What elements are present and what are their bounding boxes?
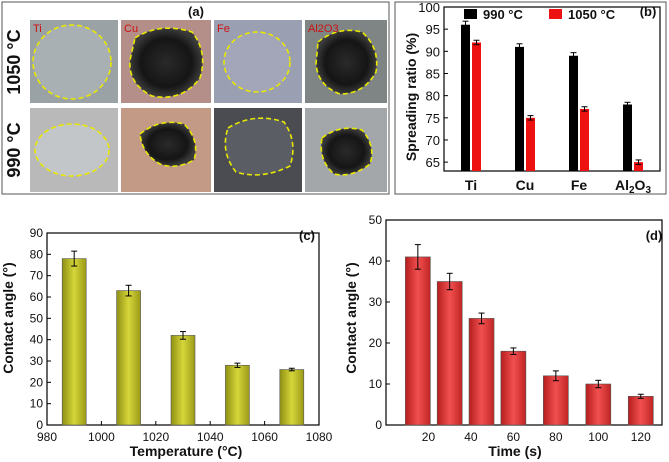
panel-b-ytick-label: 75 bbox=[426, 111, 440, 126]
panel-b-ytick-label: 100 bbox=[418, 0, 440, 15]
panel-b-frame bbox=[394, 1, 667, 195]
panel-c-ytick-label: 40 bbox=[30, 333, 44, 347]
panel-a-frame bbox=[1, 1, 390, 195]
panel-c-xlabel: Temperature (°C) bbox=[130, 443, 243, 459]
panel-c-label: (c) bbox=[299, 228, 315, 243]
panel-a-label: (a) bbox=[188, 4, 204, 19]
panel-c-bar-1050 bbox=[225, 364, 250, 426]
bar-1050-cu bbox=[526, 117, 535, 171]
panel-c-ytick-label: 20 bbox=[30, 375, 44, 389]
col-label-fe: Fe bbox=[217, 23, 230, 35]
panel-c-ytick-label: 70 bbox=[30, 269, 44, 283]
panel-b-ytick-label: 70 bbox=[426, 133, 440, 148]
droplet-outline-al2o3-1050 bbox=[315, 29, 378, 95]
panel-c-bar-1030 bbox=[170, 335, 196, 426]
col-label-al2o3: Al2O3 bbox=[308, 23, 339, 35]
bar-990-fe bbox=[569, 55, 578, 171]
row-label-990: 990 °C bbox=[4, 122, 24, 177]
droplet-outline-ti-1050 bbox=[32, 24, 112, 100]
panel-b: (b) Spreading ratio (%) 65 70 75 80 85 90 95 10… bbox=[394, 0, 667, 196]
panel-c: (c) Contact angle (°) Temperature (°C) 0… bbox=[0, 226, 333, 459]
panel-d-xtick-label: 40 bbox=[464, 430, 478, 444]
panel-c-ytick-label: 90 bbox=[30, 226, 44, 240]
col-label-ti: Ti bbox=[33, 23, 42, 35]
panel-d-ytick-label: 10 bbox=[369, 377, 383, 391]
panel-d-bar-15 bbox=[405, 256, 431, 426]
panel-d-ytick-label: 40 bbox=[369, 254, 383, 268]
panel-b-ytick-label: 90 bbox=[426, 44, 440, 59]
panel-b-ylabel: Spreading ratio (%) bbox=[403, 33, 419, 161]
panel-b-ytick-label: 65 bbox=[426, 155, 440, 170]
bar-1050-fe bbox=[580, 108, 589, 171]
panel-c-xtick-label: 980 bbox=[37, 430, 57, 444]
panel-c-xtick-label: 1040 bbox=[197, 430, 224, 444]
bar-990-ti bbox=[461, 24, 470, 171]
panel-b-ytick-label: 80 bbox=[426, 89, 440, 104]
panel-b-xtick-label: Al2O3 bbox=[615, 177, 651, 196]
panel-a: (a) 1050 °C 990 °C Ti Cu Fe Al2O3 bbox=[1, 1, 390, 195]
panel-d-ytick-label: 20 bbox=[369, 336, 383, 350]
bar-990-al2o3 bbox=[623, 104, 632, 171]
panel-d-bar-45 bbox=[468, 318, 495, 426]
panel-c-bar-1070 bbox=[279, 369, 305, 426]
panel-d-xtick-label: 80 bbox=[549, 430, 563, 444]
legend-swatch-1050 bbox=[549, 9, 562, 19]
panel-c-ytick-label: 30 bbox=[30, 354, 44, 368]
panel-d-xtick-label: 60 bbox=[507, 430, 521, 444]
panel-d-ytick-label: 0 bbox=[375, 418, 382, 432]
bar-1050-ti bbox=[472, 42, 481, 172]
panel-d-bar-100 bbox=[585, 383, 612, 426]
panel-d-ytick-label: 30 bbox=[369, 295, 383, 309]
panel-c-xtick-label: 1020 bbox=[142, 430, 169, 444]
droplet-outline-al2o3-990 bbox=[320, 127, 373, 176]
panel-c-bar-1010 bbox=[116, 290, 141, 426]
panel-b-xtick-label: Ti bbox=[465, 177, 477, 193]
panel-c-ytick-label: 60 bbox=[30, 290, 44, 304]
panel-d-label: (d) bbox=[646, 228, 663, 243]
panel-c-xtick-label: 1080 bbox=[306, 430, 333, 444]
panel-c-bar-990 bbox=[61, 258, 87, 426]
droplet-outline-fe-1050 bbox=[223, 31, 291, 93]
panel-d-ylabel: Contact angle (°) bbox=[343, 262, 359, 373]
panel-d-bar-60 bbox=[500, 350, 527, 426]
panel-d-xtick-label: 120 bbox=[631, 430, 651, 444]
droplet-outline-ti-990 bbox=[34, 123, 110, 177]
panel-d-ytick-label: 50 bbox=[369, 213, 383, 227]
droplet-outline-cu-990 bbox=[139, 121, 197, 168]
panel-b-ytick-label: 95 bbox=[426, 22, 440, 37]
legend-label-990: 990 °C bbox=[483, 7, 524, 22]
panel-c-ytick-label: 80 bbox=[30, 247, 44, 261]
legend-swatch-990 bbox=[464, 9, 477, 19]
row-label-1050: 1050 °C bbox=[4, 29, 24, 94]
bar-990-cu bbox=[515, 46, 524, 171]
col-label-cu: Cu bbox=[124, 23, 138, 35]
panel-b-ytick-label: 85 bbox=[426, 66, 440, 81]
panel-d: (d) Contact angle (°) Time (s) 0 10 20 30 40… bbox=[343, 213, 663, 459]
bar-1050-al2o3 bbox=[634, 162, 643, 171]
panel-d-xlabel: Time (s) bbox=[488, 443, 541, 459]
panel-b-xtick-label: Fe bbox=[571, 177, 588, 193]
panel-d-bar-80 bbox=[543, 375, 569, 426]
panel-c-ytick-label: 0 bbox=[36, 418, 43, 432]
panel-b-axes-frame bbox=[443, 6, 661, 172]
panel-b-label: (b) bbox=[640, 4, 657, 19]
panel-d-xtick-label: 100 bbox=[588, 430, 608, 444]
panel-c-xtick-label: 1060 bbox=[251, 430, 278, 444]
panel-d-xtick-label: 20 bbox=[422, 430, 436, 444]
panel-c-xtick-label: 1000 bbox=[88, 430, 115, 444]
legend-label-1050: 1050 °C bbox=[568, 7, 616, 22]
panel-c-ytick-label: 10 bbox=[30, 397, 44, 411]
droplet-outline-cu-1050 bbox=[129, 27, 204, 98]
panel-c-ytick-label: 50 bbox=[30, 311, 44, 325]
panel-b-xtick-label: Cu bbox=[516, 177, 535, 193]
panel-c-ylabel: Contact angle (°) bbox=[0, 262, 16, 373]
droplet-outline-fe-990 bbox=[224, 117, 294, 176]
panel-d-bar-120 bbox=[627, 395, 654, 426]
panel-d-bar-30 bbox=[436, 281, 463, 426]
